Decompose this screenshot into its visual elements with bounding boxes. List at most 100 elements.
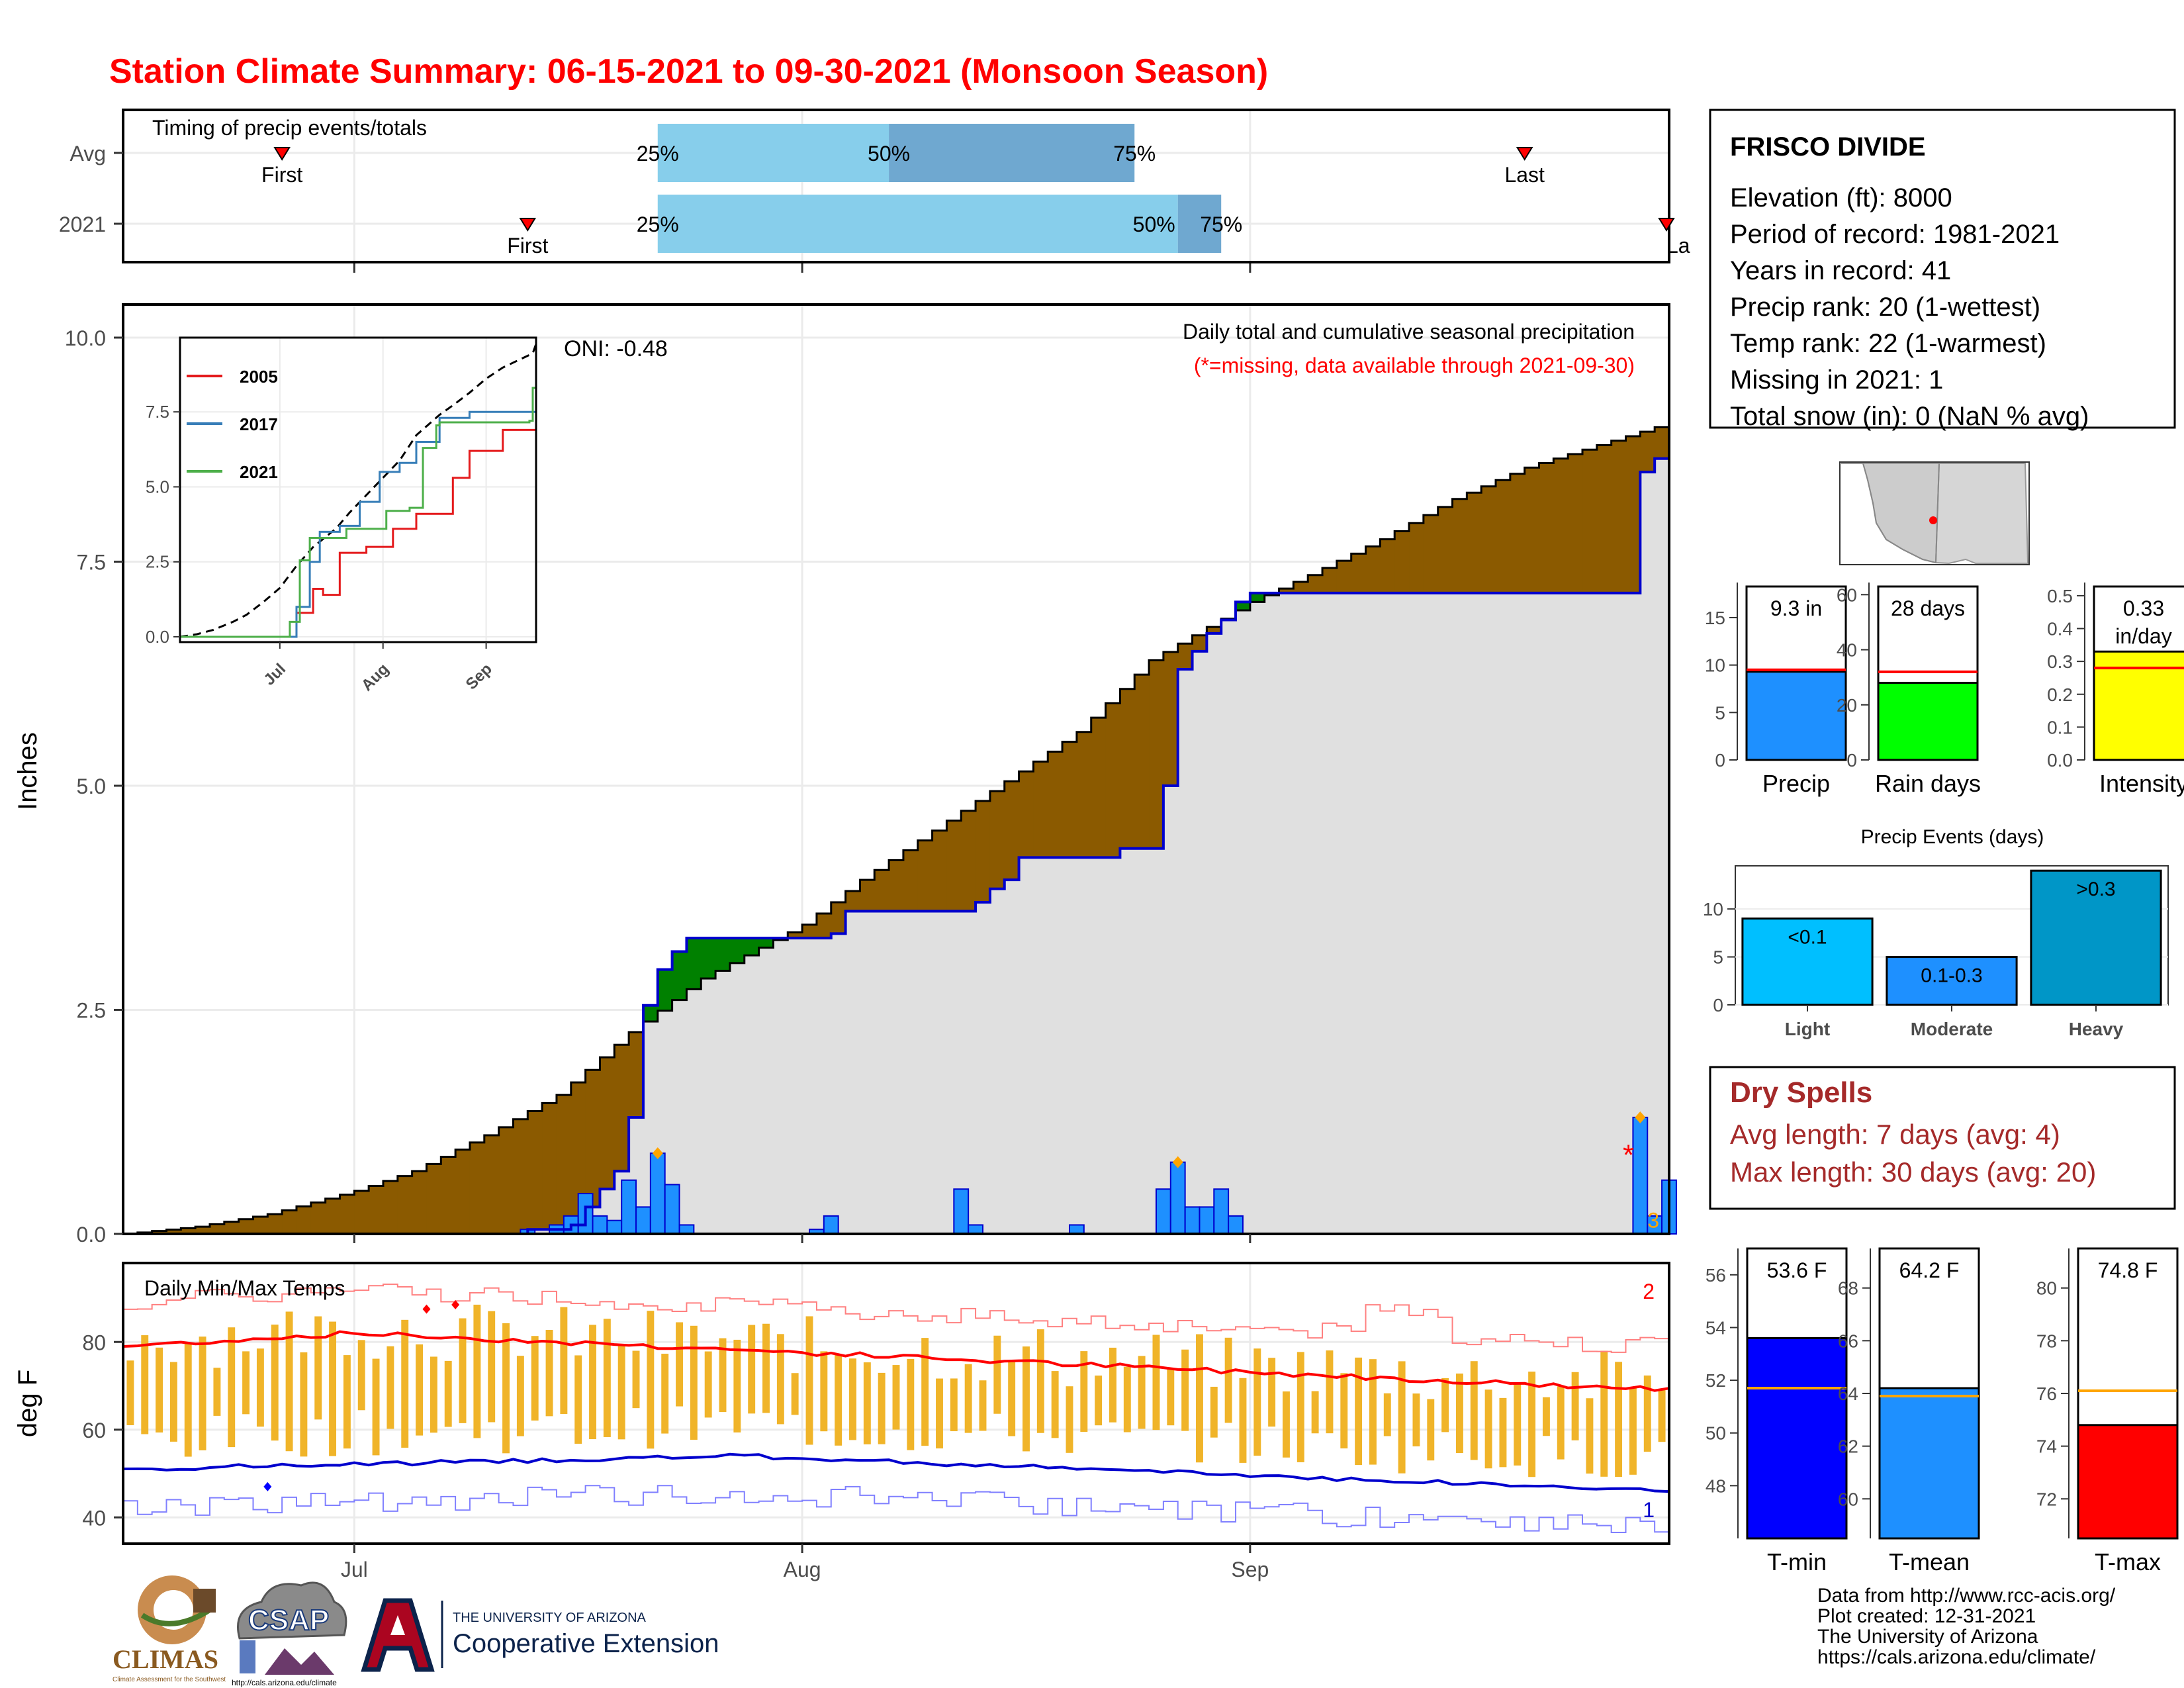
precip-missing-note: (*=missing, data available through 2021-… [1194,353,1635,377]
daily-temp-range-bar [603,1319,611,1437]
events-bar-label: Light [1785,1019,1830,1039]
deficit-area [340,1194,355,1234]
deficit-area [369,1185,384,1234]
daily-precip-bar [1184,1206,1201,1235]
dry-spells-title: Dry Spells [1730,1076,1872,1109]
precip-y-tick-label: 2.5 [77,999,106,1023]
daily-temp-range-bar [805,1316,813,1445]
record-high-marker [451,1299,460,1309]
daily-temp-range-bar [1036,1329,1044,1433]
climas-logo: CLIMAS Climate Assessment for the Southw… [113,1575,226,1683]
inset-y-tick-label: 5.0 [146,477,169,496]
daily-temp-range-bar [372,1358,380,1456]
mini-y-tick-label: 0 [1846,750,1857,771]
daily-temp-range-bar [1427,1399,1435,1461]
daily-temp-range-bar [791,1373,799,1415]
mini-bar-value-label: 9.3 in [1770,596,1822,620]
daily-temp-range-bar [1181,1349,1189,1431]
x-tick-label: Aug [784,1558,821,1581]
deficit-area [1655,427,1670,459]
daily-precip-bar [1199,1206,1215,1235]
inset-y-tick-label: 2.5 [146,552,169,572]
daily-temp-range-bar [676,1322,683,1407]
daily-temp-range-bar [459,1318,467,1423]
mini-bar-value [2093,650,2184,761]
precip-y-tick-label: 10.0 [65,326,106,350]
daily-temp-range-bar [199,1336,206,1450]
daily-temp-range-bar [1412,1393,1420,1446]
daily-temp-range-bar [387,1346,394,1429]
events-bar-light [1741,917,1874,1006]
deficit-area [542,1103,557,1230]
mini-y-tick-label: 15 [1705,608,1725,628]
temp-y-tick-label: 40 [82,1506,106,1530]
deficit-area [1134,675,1150,849]
temp-summary-y-tick-label: 78 [2036,1331,2057,1351]
daily-temp-range-bar [776,1334,784,1425]
climas-subtext: Climate Assessment for the Southwest [113,1676,226,1683]
missing-data-marker: * [1623,1139,1634,1171]
daily-temp-range-bar [820,1351,828,1432]
station-info-line: Years in record: 41 [1730,256,1951,285]
events-bar-moderate [1886,956,2018,1006]
daily-precip-bar [1228,1215,1244,1235]
daily-temp-range-bar [256,1348,264,1427]
timing-last-label: La [1666,234,1690,258]
daily-temp-range-bar [357,1340,365,1411]
cumulative-2021-area [123,400,1669,1234]
events-y-tick-label: 10 [1703,899,1723,919]
surplus-area [657,969,673,1011]
precip-y-tick-label: 0.0 [77,1223,106,1246]
mini-bar-value [1745,671,1847,761]
mini-chart-precip: 0 5 10 15 9.3 in Precip [1705,583,1847,797]
locator-map [1839,461,2030,565]
deficit-area [1019,771,1034,858]
surplus-area [1250,592,1265,602]
daily-temp-range-bar [1528,1372,1536,1477]
deficit-area [527,1111,543,1230]
deficit-area [1004,781,1020,880]
station-info-line: Temp rank: 22 (1-warmest) [1730,329,2046,358]
daily-temp-range-bar [936,1378,943,1449]
deficit-area [570,1082,586,1225]
daily-temp-range-bar [1297,1352,1304,1462]
temp-frame [122,1262,1670,1545]
temp-summary-label: T-min [1767,1548,1827,1575]
daily-temp-range-bar [430,1356,437,1433]
events-bar-label: Moderate [1911,1019,1993,1039]
daily-temp-range-bar [1340,1373,1348,1449]
precip-y-label: Inches [13,732,42,810]
precip-fill-areas [123,400,1670,1234]
precip-y-tick-label: 7.5 [77,551,106,575]
daily-temp-range-bar [343,1355,351,1449]
deficit-area [195,1227,210,1234]
surplus-area [686,938,702,990]
x-tick-label: Sep [1231,1558,1269,1581]
mini-bar-label: Intensity [2099,770,2184,797]
deficit-area [1380,539,1395,593]
daily-temp-range-bar [878,1372,886,1444]
daily-temp-range-bar [156,1347,163,1433]
events-bar-label: Heavy [2069,1019,2124,1039]
daily-temp-range-bar [184,1343,192,1457]
daily-temp-range-bar [473,1304,481,1438]
temp-summary-value-label: 53.6 F [1767,1258,1827,1282]
temp-y-axis: 40 60 80 [82,1331,123,1530]
mini-y-tick-label: 5 [1715,702,1725,723]
deficit-area [1149,660,1164,849]
temp-summary-y-tick-label: 66 [1838,1331,1858,1351]
temp-summary-y-tick-label: 62 [1838,1436,1858,1457]
temp-summary-bar [1746,1336,1848,1540]
station-name: FRISCO DIVIDE [1730,132,1926,162]
daily-temp-range-bar [704,1351,712,1418]
inset-series-2021 [180,357,537,638]
mini-bar-value-unit: in/day [2115,624,2171,648]
daily-temp-range-bar [1152,1335,1160,1430]
avg-min-line [122,1452,1670,1493]
mini-y-tick-label: 20 [1837,695,1857,716]
footer-credits: Data from http://www.rcc-acis.org/Plot c… [1817,1585,2116,1668]
daily-temp-range-bar [488,1311,496,1423]
inset-legend: 2005 2017 2021 [187,367,278,482]
temp-summary-y-tick-label: 52 [1706,1370,1726,1391]
events-bar-heavy [2030,869,2162,1006]
